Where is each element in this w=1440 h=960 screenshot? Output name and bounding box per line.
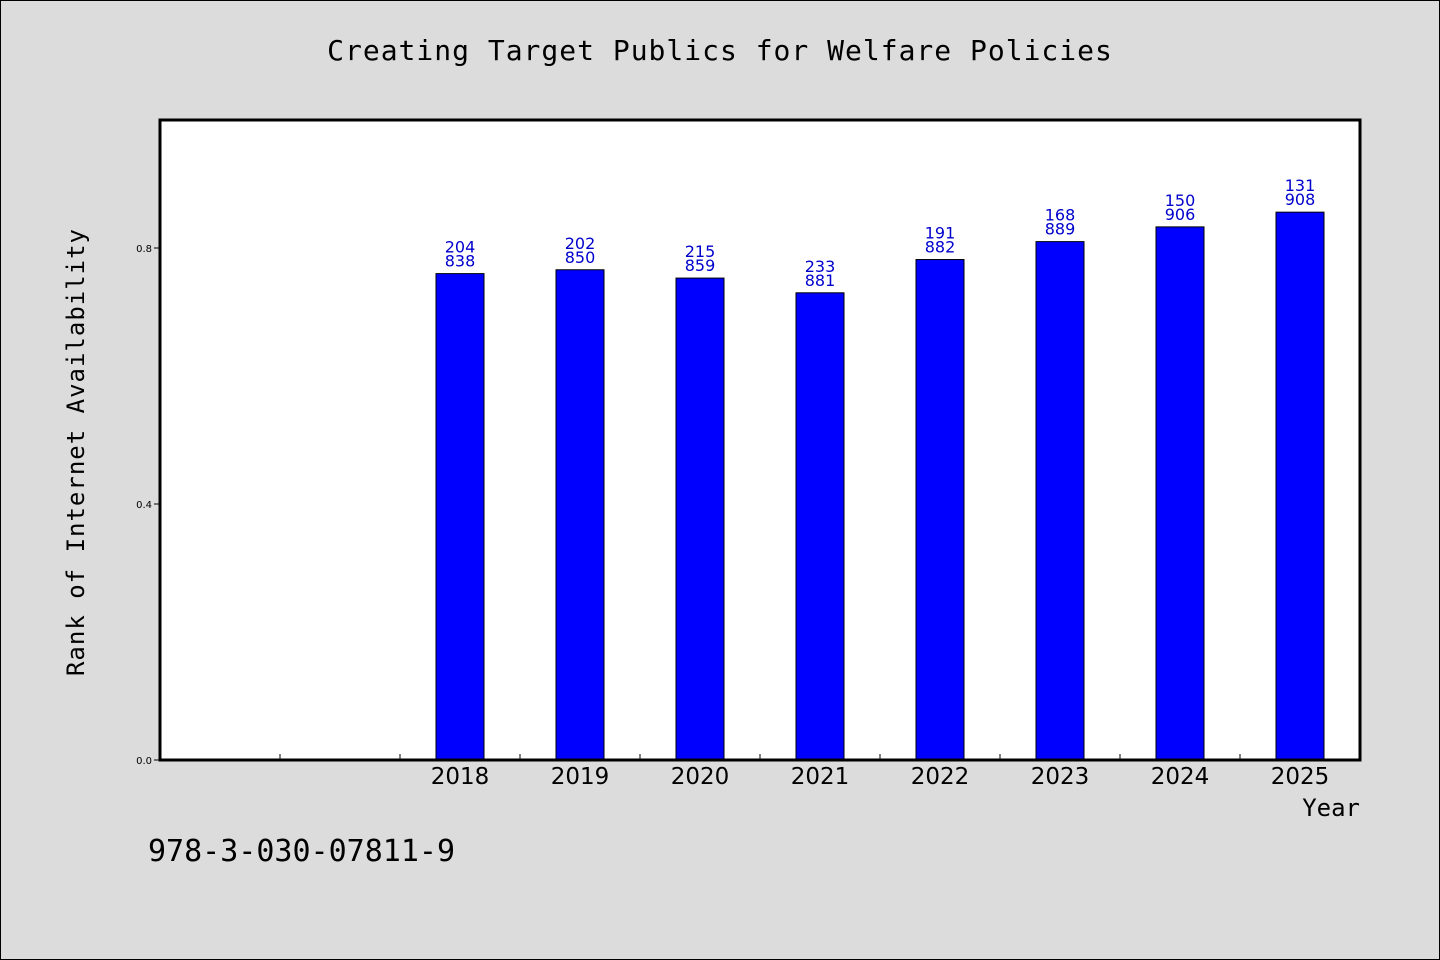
bar-label-bottom-2019: 850	[565, 248, 596, 267]
x-tick-label-2022: 2022	[911, 764, 970, 790]
bar-label-bottom-2021: 881	[805, 271, 836, 290]
isbn-code: 978-3-030-07811-9	[148, 834, 456, 869]
bar-label-bottom-2020: 859	[685, 256, 716, 275]
x-tick-label-2019: 2019	[551, 764, 610, 790]
bar-label-top-2024: 150	[1165, 191, 1196, 210]
bar-label-bottom-2018: 838	[445, 252, 476, 271]
bar-label-bottom-2022: 882	[925, 238, 956, 257]
y-tick-label-0.0: 0.0	[136, 756, 152, 767]
x-axis-label: Year	[1302, 794, 1360, 822]
bar-2022	[915, 259, 965, 761]
bar-label-top-2022: 191	[925, 224, 956, 243]
bar-label-top-2025: 131	[1285, 176, 1316, 195]
chart-title: Creating Target Publics for Welfare Poli…	[327, 34, 1113, 67]
bar-2020	[675, 277, 725, 761]
bar-label-top-2020: 215	[685, 242, 716, 261]
bar-label-top-2021: 233	[805, 257, 836, 276]
x-tick-label-2024: 2024	[1151, 764, 1210, 790]
x-tick-label-2025: 2025	[1271, 764, 1330, 790]
x-tick-label-2021: 2021	[791, 764, 850, 790]
bar-2025	[1275, 211, 1325, 761]
y-axis-label: Rank of Internet Availability	[62, 227, 90, 677]
bar-2021	[795, 292, 845, 761]
bar-label-top-2018: 204	[445, 238, 476, 257]
bar-2019	[555, 269, 605, 761]
bar-2024	[1155, 226, 1205, 761]
y-tick-label-0.4: 0.4	[136, 500, 152, 511]
bar-label-bottom-2023: 889	[1045, 220, 1076, 239]
bar-label-top-2023: 168	[1045, 206, 1076, 225]
bar-2023	[1035, 241, 1085, 761]
y-tick-label-0.8: 0.8	[136, 244, 152, 255]
x-tick-label-2020: 2020	[671, 764, 730, 790]
bar-label-top-2019: 202	[565, 234, 596, 253]
x-tick-label-2018: 2018	[431, 764, 490, 790]
bar-2018	[435, 273, 485, 761]
x-tick-label-2023: 2023	[1031, 764, 1090, 790]
bar-label-bottom-2025: 908	[1285, 190, 1316, 209]
bar-label-bottom-2024: 906	[1165, 205, 1196, 224]
